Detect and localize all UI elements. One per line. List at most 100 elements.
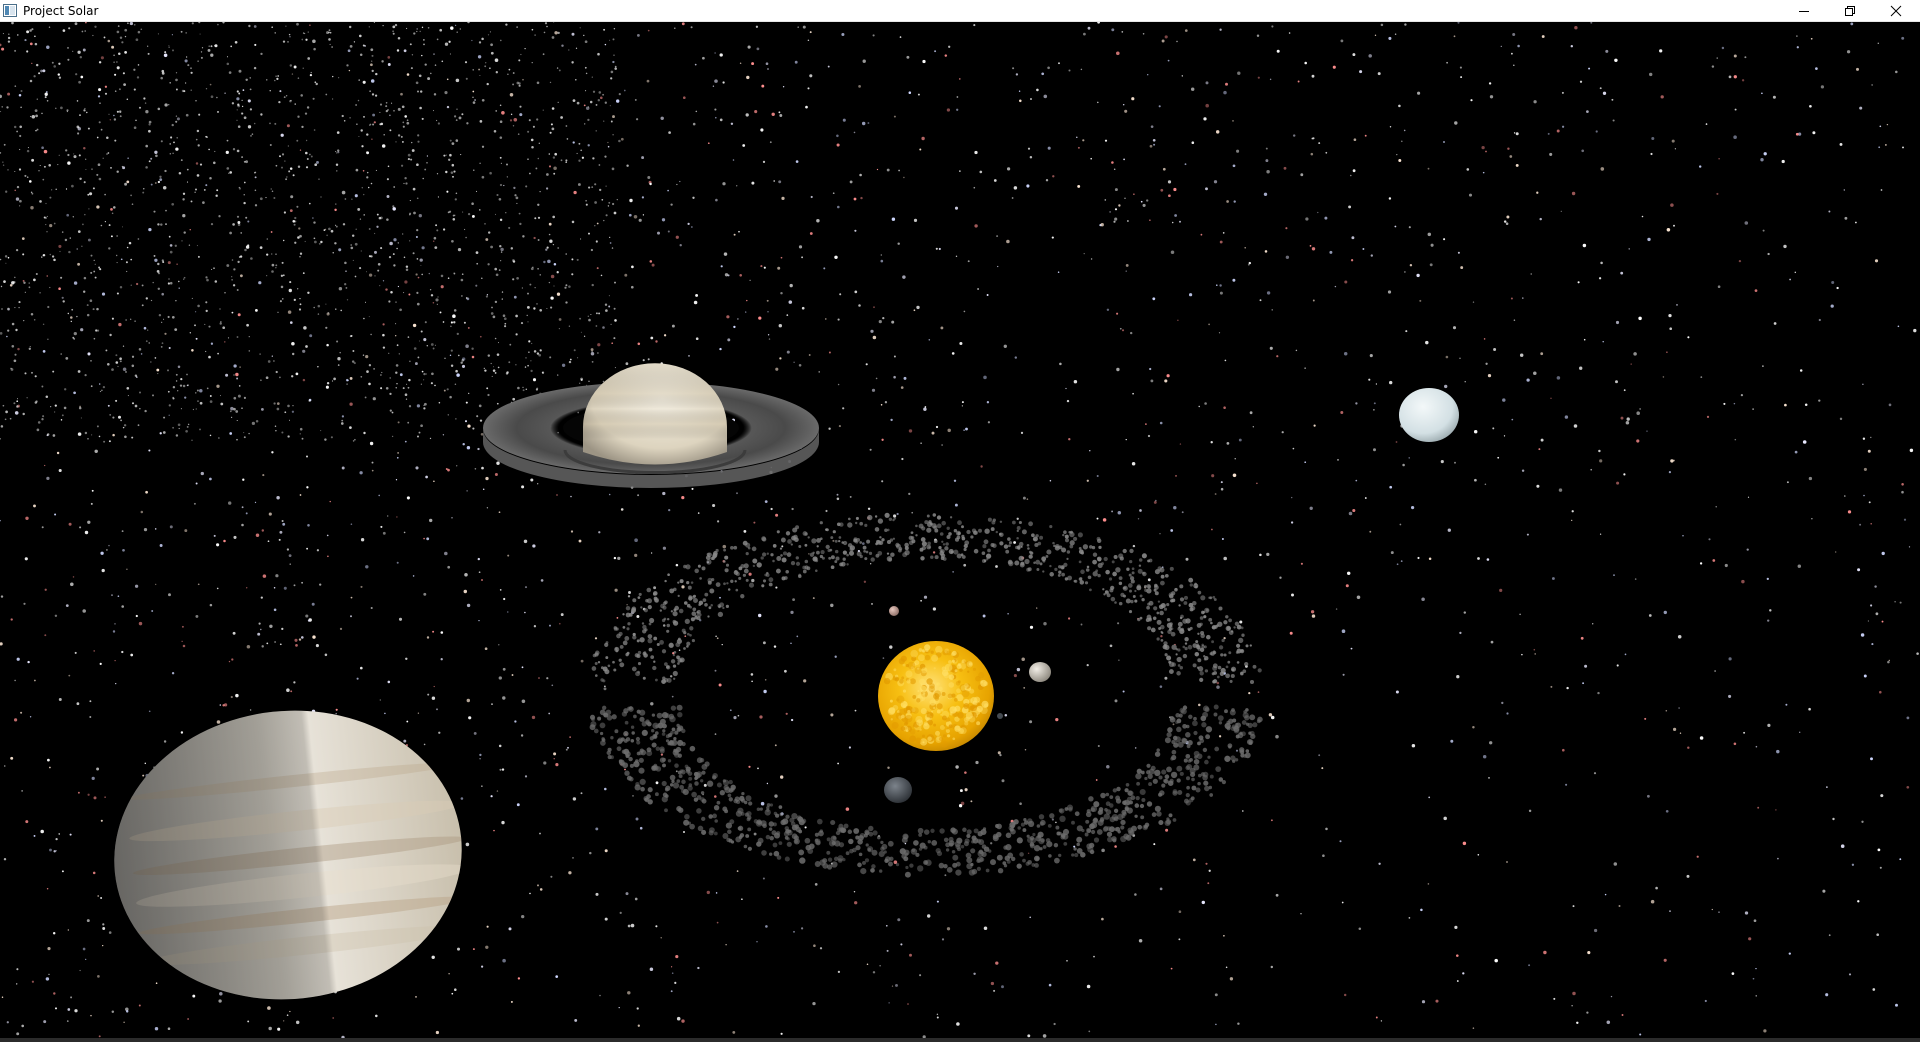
star <box>614 67 617 70</box>
star <box>210 95 214 99</box>
star <box>374 250 377 254</box>
star <box>114 73 117 76</box>
star <box>1086 984 1091 989</box>
star <box>736 185 738 187</box>
star <box>332 75 334 78</box>
solar-scene[interactable] <box>0 22 1920 1038</box>
asteroid <box>934 555 939 560</box>
star <box>1142 33 1145 35</box>
star <box>267 1006 271 1010</box>
asteroid <box>1008 825 1014 831</box>
asteroid <box>785 531 791 536</box>
asteroid <box>830 555 835 560</box>
star <box>1 996 4 998</box>
star <box>1043 621 1047 626</box>
star <box>813 944 816 947</box>
star <box>1503 220 1507 223</box>
close-button[interactable] <box>1873 0 1919 22</box>
star <box>325 93 328 96</box>
star <box>1341 901 1344 904</box>
star <box>19 125 23 129</box>
asteroid <box>1177 621 1183 627</box>
title-bar[interactable]: Project Solar <box>0 0 1920 22</box>
star <box>570 530 574 533</box>
star <box>1699 165 1702 168</box>
star <box>183 90 186 93</box>
star <box>1395 441 1398 443</box>
asteroid <box>829 548 833 552</box>
star <box>963 563 967 567</box>
star <box>553 758 555 760</box>
star <box>296 205 299 208</box>
star <box>154 150 158 154</box>
star <box>236 215 240 218</box>
star <box>1863 467 1867 471</box>
star <box>307 57 311 60</box>
star <box>490 43 493 47</box>
star <box>463 589 468 594</box>
asteroid <box>1252 664 1257 669</box>
star <box>1176 40 1178 43</box>
star <box>1203 117 1207 121</box>
star <box>325 385 329 389</box>
star <box>1561 91 1564 94</box>
star <box>1019 802 1022 805</box>
star <box>47 758 50 762</box>
star <box>733 716 737 720</box>
star <box>205 350 207 353</box>
star <box>355 168 359 172</box>
star <box>330 229 334 233</box>
star <box>273 197 276 199</box>
star <box>103 36 106 39</box>
star <box>61 231 64 233</box>
asteroid <box>1049 525 1053 529</box>
asteroid <box>805 844 812 851</box>
restore-button[interactable] <box>1827 0 1873 22</box>
star <box>83 181 86 184</box>
star <box>269 143 272 147</box>
star <box>751 181 755 185</box>
star <box>372 113 376 117</box>
star <box>20 106 22 109</box>
star <box>48 766 51 769</box>
star <box>595 325 598 327</box>
star <box>155 154 158 158</box>
star <box>490 795 493 798</box>
star <box>201 47 204 49</box>
star <box>1598 449 1601 453</box>
star <box>522 389 525 392</box>
star <box>780 256 783 259</box>
star <box>499 589 502 591</box>
star <box>1582 243 1587 248</box>
asteroid <box>966 529 971 535</box>
star <box>245 78 248 82</box>
star <box>34 375 37 378</box>
star <box>372 397 376 401</box>
star <box>1472 301 1475 303</box>
asteroid <box>775 813 780 818</box>
star <box>471 202 474 205</box>
minimize-button[interactable] <box>1781 0 1827 22</box>
star <box>230 45 233 48</box>
star <box>169 82 171 84</box>
star <box>341 419 344 422</box>
star <box>107 152 110 154</box>
star <box>737 714 740 717</box>
star <box>722 544 727 549</box>
asteroid <box>999 532 1004 537</box>
star <box>335 163 339 167</box>
star <box>717 520 720 523</box>
star <box>1454 925 1458 930</box>
star <box>456 31 458 33</box>
star <box>1836 286 1839 290</box>
3d-viewport[interactable] <box>0 22 1920 1038</box>
asteroid <box>666 629 670 633</box>
asteroid <box>1131 825 1137 832</box>
star <box>324 653 328 657</box>
star <box>588 380 590 382</box>
star <box>385 288 388 291</box>
star <box>1573 424 1578 428</box>
star <box>1857 900 1860 903</box>
star <box>161 321 163 323</box>
star <box>1232 473 1237 478</box>
